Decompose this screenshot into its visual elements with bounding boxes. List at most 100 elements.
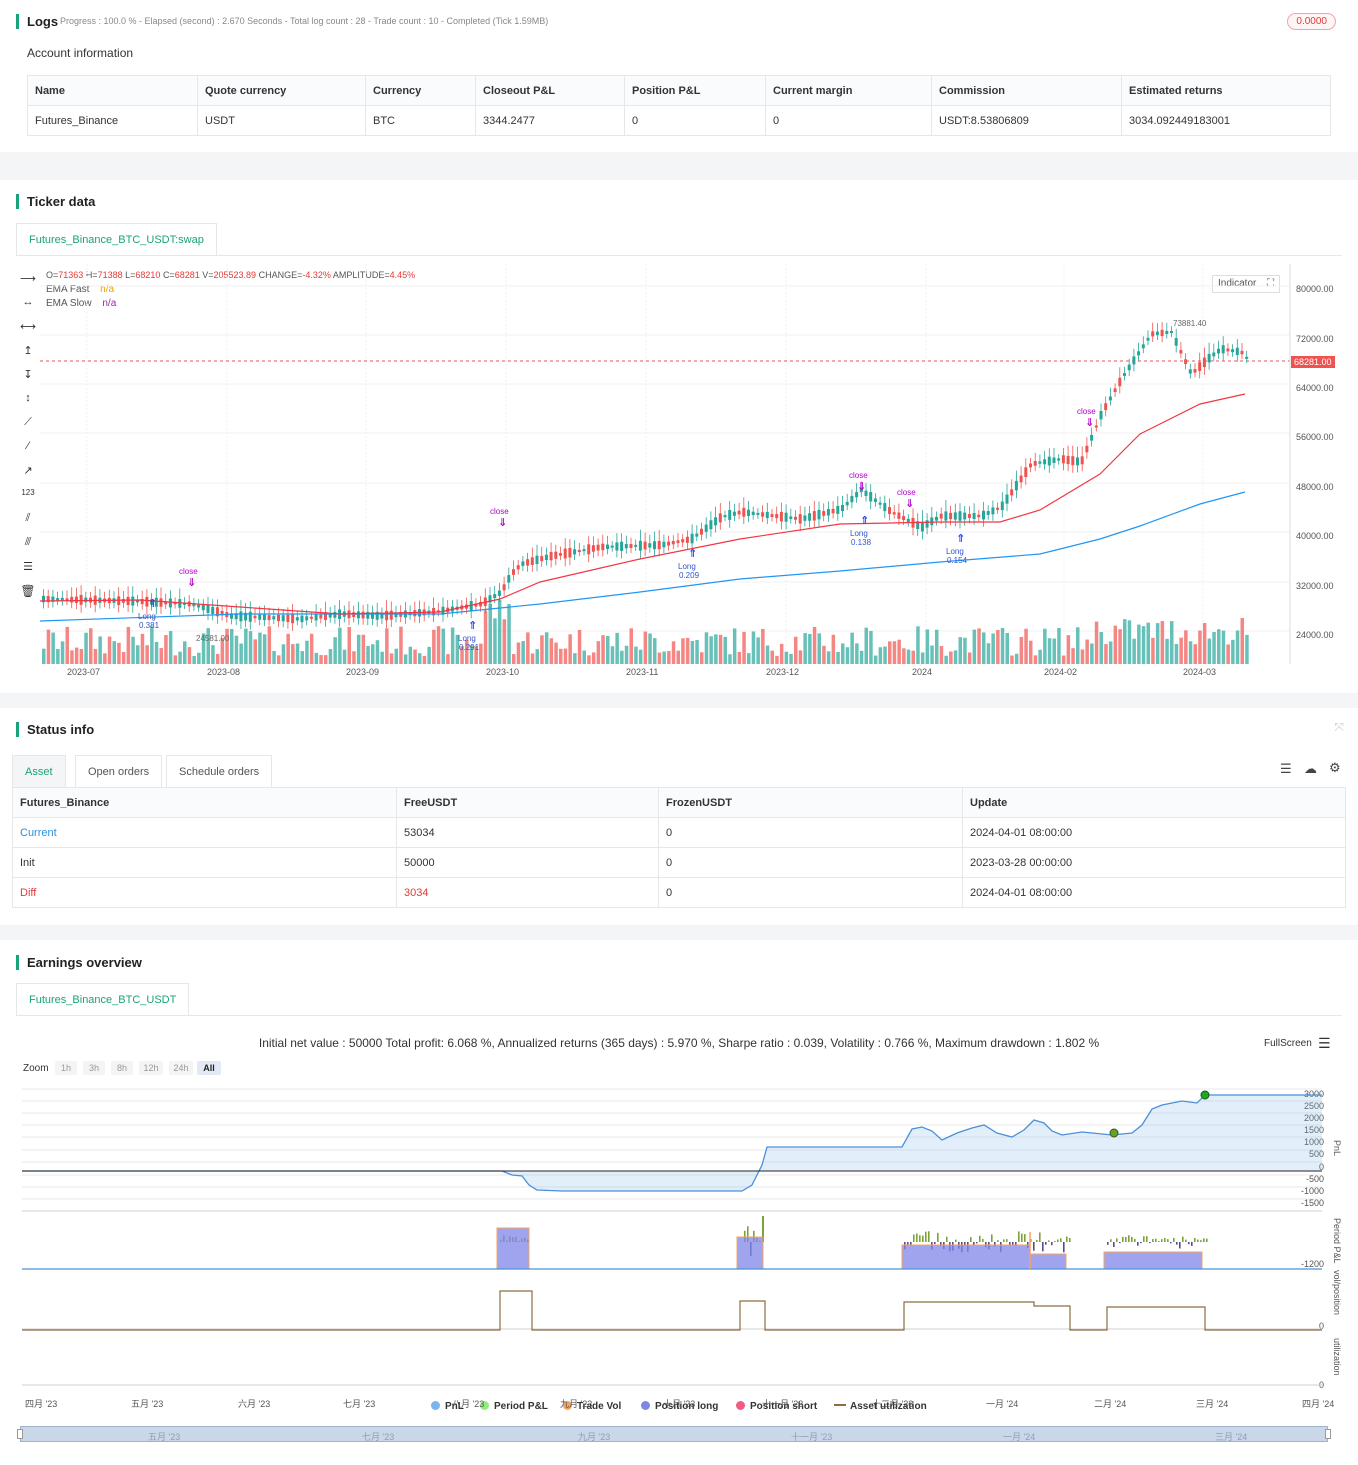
tab-ticker-swap[interactable]: Futures_Binance_BTC_USDT:swap <box>16 223 217 255</box>
candle-body <box>1221 345 1225 354</box>
fib-retracement-icon[interactable]: ☰ <box>23 561 33 573</box>
ema-fast-label: EMA Fast <box>46 284 90 295</box>
volume-bar <box>183 641 187 664</box>
chart-grid <box>40 264 1290 664</box>
zoom-1h-button[interactable]: 1h <box>55 1061 77 1075</box>
tab-schedule-orders[interactable]: Schedule orders <box>166 755 273 787</box>
ticker-title-text: Ticker data <box>27 194 96 209</box>
navigator-tick: 七月 '23 <box>362 1432 395 1442</box>
volume-bar <box>230 629 234 664</box>
month-tick: 十月 '23 <box>663 1399 696 1409</box>
candle-body <box>568 547 572 558</box>
long-arrow-icon: ⇑ <box>688 548 697 560</box>
candle-body <box>1019 475 1023 483</box>
candle-body <box>1014 480 1018 491</box>
volume-bar <box>718 634 723 664</box>
candle-body <box>873 498 877 502</box>
legend-trade-vol[interactable]: Trade Vol <box>563 1401 621 1413</box>
candle-body <box>248 611 252 622</box>
position-block <box>736 1236 764 1270</box>
gear-icon[interactable]: ⚙ <box>1329 760 1341 775</box>
vertical-line-icon[interactable]: ↧ <box>23 369 33 381</box>
menu-icon[interactable]: ☰ <box>1318 1035 1331 1051</box>
zoom-3h-button[interactable]: 3h <box>83 1061 105 1075</box>
period-bar <box>937 1232 939 1242</box>
vertical-extended-icon[interactable]: ↕ <box>25 392 31 404</box>
horizontal-line-icon[interactable]: ↔ <box>22 296 34 308</box>
volume-bar <box>65 626 69 664</box>
extended-line-icon[interactable]: ⟷ <box>20 321 36 333</box>
parallel-channel-icon[interactable]: ⫽ <box>25 512 31 524</box>
candle-body <box>413 610 417 617</box>
trash-icon[interactable]: 🗑 <box>20 584 36 598</box>
legend-position-short[interactable]: Position short <box>736 1401 817 1413</box>
zoom-8h-button[interactable]: 8h <box>111 1061 133 1075</box>
vertical-ray-icon[interactable]: ↥ <box>23 345 33 357</box>
legend-position-long[interactable]: Position long <box>641 1401 718 1413</box>
candle-body <box>704 524 708 532</box>
row-current-label[interactable]: Current <box>12 817 397 848</box>
candle-body <box>794 516 797 520</box>
tab-open-orders[interactable]: Open orders <box>75 755 163 787</box>
volume-bar <box>488 603 492 664</box>
legend-period-pnl[interactable]: Period P&L <box>480 1401 548 1413</box>
tab-earnings-pair[interactable]: Futures_Binance_BTC_USDT <box>16 983 190 1015</box>
list-icon[interactable]: ☰ <box>1280 761 1292 776</box>
candle-body <box>1029 463 1032 468</box>
col-position-pnl: Position P&L <box>624 75 766 106</box>
earnings-chart[interactable] <box>22 1085 1332 1395</box>
candlestick-chart[interactable]: ⇑Long0.381close⇓⇑Long0.291close⇓⇑Long0.2… <box>40 264 1300 684</box>
volume-bar <box>930 645 934 664</box>
candle-body <box>1207 353 1211 363</box>
candle-body <box>591 545 595 552</box>
zoom-24h-button[interactable]: 24h <box>169 1061 193 1075</box>
price-tick: 40000.00 <box>1296 531 1334 541</box>
indicator-button[interactable]: Indicator ⛶ <box>1212 275 1280 293</box>
long-label: Long <box>458 634 476 643</box>
navigator[interactable]: 五月 '23 七月 '23 九月 '23 十一月 '23 一月 '24 三月 '… <box>17 1426 1331 1442</box>
candle-body <box>676 540 680 544</box>
long-qty: 0.138 <box>851 538 872 547</box>
volume-bar <box>98 636 102 664</box>
volume-bar <box>850 632 854 664</box>
period-bar <box>1107 1242 1109 1245</box>
volume-bar <box>1014 653 1019 664</box>
candle-body <box>685 536 689 543</box>
legend-pnl[interactable]: PnL <box>431 1401 464 1413</box>
cloud-download-icon[interactable]: ☁ <box>1304 761 1317 776</box>
volume-bar <box>168 631 173 664</box>
zoom-all-button[interactable]: All <box>197 1061 221 1075</box>
period-bar <box>1185 1239 1187 1242</box>
period-bar <box>907 1242 909 1246</box>
horizontal-ray-icon[interactable]: ⟶ <box>20 273 36 285</box>
pnl-tick: 500 <box>1308 1149 1324 1159</box>
volume-bar <box>493 618 497 664</box>
arrow-line-icon[interactable]: ↗ <box>23 465 33 477</box>
zoom-12h-button[interactable]: 12h <box>139 1061 163 1075</box>
volume-bar <box>380 651 384 664</box>
candle-body <box>723 515 727 518</box>
candle-body <box>1245 356 1249 359</box>
close-icon[interactable]: ⤧ <box>1334 720 1344 734</box>
period-bar <box>1197 1239 1199 1242</box>
candle-body <box>855 492 859 498</box>
candle-body <box>718 513 722 523</box>
pitchfork-icon[interactable]: ⫻ <box>24 536 32 548</box>
navigator-handle-left[interactable] <box>17 1429 23 1439</box>
price-label-icon[interactable]: 123 <box>21 488 35 497</box>
ray-line-icon[interactable]: ⁄ <box>27 440 29 452</box>
candle-body <box>888 507 891 515</box>
navigator-handle-right[interactable] <box>1325 1429 1331 1439</box>
month-tick: 六月 '23 <box>238 1399 271 1409</box>
time-tick: 2024 <box>912 667 933 677</box>
legend-asset-utilization[interactable]: Asset utilization <box>834 1401 927 1413</box>
period-bar <box>1021 1233 1023 1242</box>
position-blocks <box>22 1227 1322 1270</box>
volume-bar <box>164 635 168 664</box>
volume-bar <box>375 640 380 664</box>
tab-asset[interactable]: Asset <box>12 755 66 787</box>
trend-line-icon[interactable]: ⟋ <box>24 416 32 428</box>
volume-bar <box>1207 638 1212 664</box>
fullscreen-button[interactable]: FullScreen <box>1264 1038 1312 1049</box>
period-bar <box>1003 1239 1005 1242</box>
